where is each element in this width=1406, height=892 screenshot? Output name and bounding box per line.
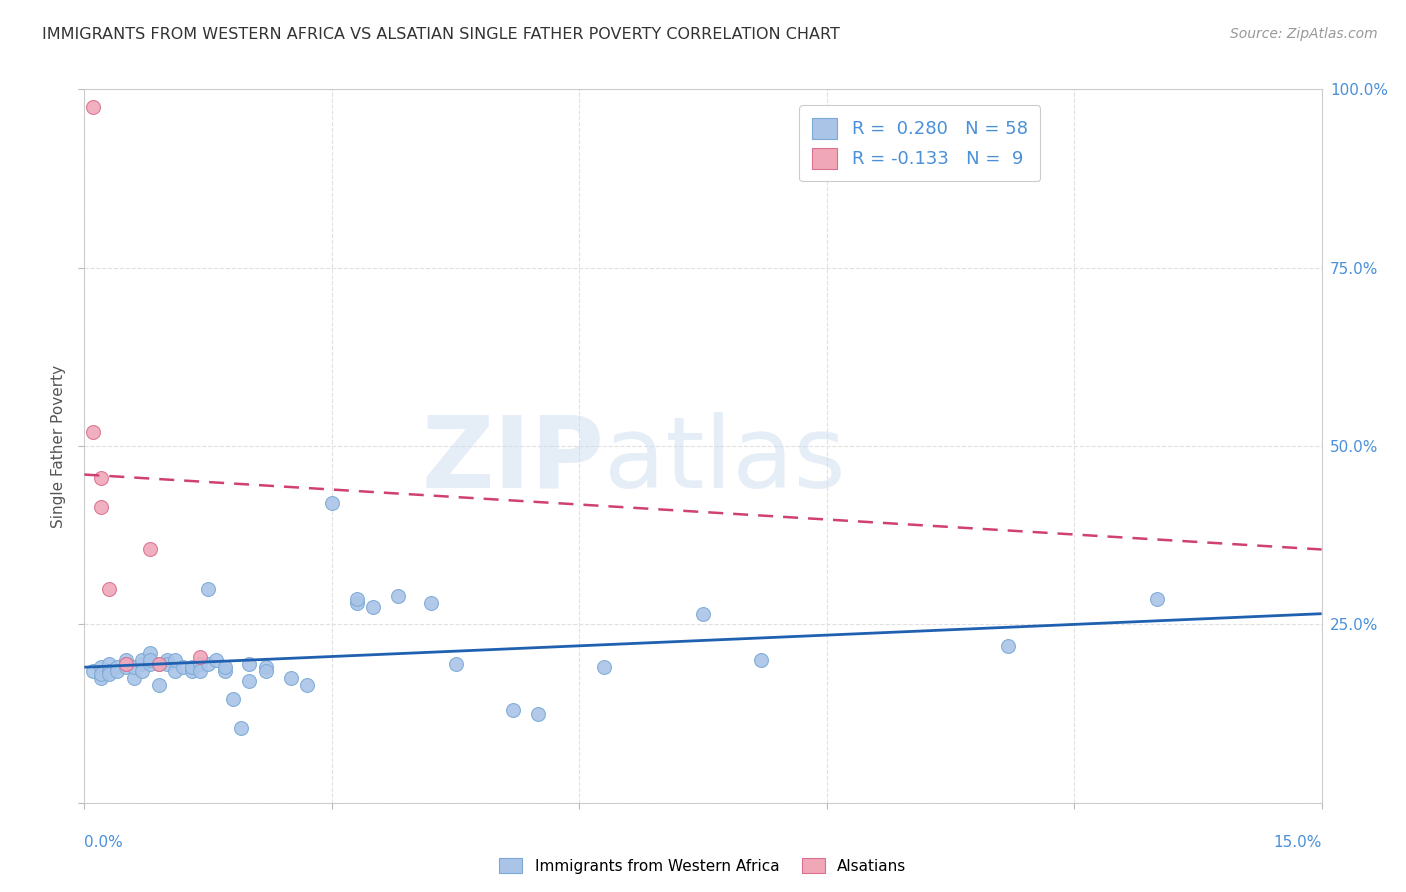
Point — [295, 678, 318, 692]
Legend: Immigrants from Western Africa, Alsatians: Immigrants from Western Africa, Alsatian… — [494, 852, 912, 880]
Point — [98, 667, 121, 681]
Point — [139, 542, 162, 557]
Point — [148, 657, 170, 671]
Point — [114, 657, 136, 671]
Point — [188, 649, 211, 664]
Point — [98, 657, 121, 671]
Point — [122, 671, 145, 685]
Point — [156, 653, 179, 667]
Point — [82, 100, 104, 114]
Point — [188, 664, 211, 678]
Point — [387, 589, 409, 603]
Point — [346, 592, 368, 607]
Point — [156, 657, 179, 671]
Point — [254, 660, 277, 674]
Point — [188, 657, 211, 671]
Point — [90, 500, 112, 514]
Point — [238, 674, 260, 689]
Point — [180, 664, 202, 678]
Point — [82, 425, 104, 439]
Point — [131, 653, 153, 667]
Point — [214, 660, 236, 674]
Point — [229, 721, 252, 735]
Text: ZIP: ZIP — [422, 412, 605, 508]
Point — [238, 657, 260, 671]
Point — [90, 471, 112, 485]
Point — [131, 657, 153, 671]
Point — [692, 607, 714, 621]
Point — [114, 660, 136, 674]
Legend: R =  0.280   N = 58, R = -0.133   N =  9: R = 0.280 N = 58, R = -0.133 N = 9 — [800, 105, 1040, 181]
Point — [997, 639, 1019, 653]
Point — [148, 678, 170, 692]
Point — [361, 599, 384, 614]
Point — [197, 657, 219, 671]
Point — [749, 653, 772, 667]
Y-axis label: Single Father Poverty: Single Father Poverty — [51, 365, 66, 527]
Point — [527, 706, 550, 721]
Point — [139, 653, 162, 667]
Point — [82, 664, 104, 678]
Point — [1146, 592, 1168, 607]
Point — [165, 653, 187, 667]
Point — [148, 657, 170, 671]
Point — [280, 671, 302, 685]
Point — [105, 660, 128, 674]
Point — [114, 657, 136, 671]
Point — [90, 671, 112, 685]
Text: atlas: atlas — [605, 412, 845, 508]
Point — [172, 660, 194, 674]
Point — [90, 667, 112, 681]
Point — [139, 646, 162, 660]
Point — [502, 703, 524, 717]
Point — [419, 596, 441, 610]
Point — [321, 496, 343, 510]
Point — [122, 660, 145, 674]
Point — [98, 664, 121, 678]
Point — [593, 660, 616, 674]
Point — [114, 653, 136, 667]
Point — [444, 657, 467, 671]
Text: 0.0%: 0.0% — [84, 835, 124, 850]
Point — [254, 664, 277, 678]
Point — [139, 657, 162, 671]
Point — [346, 596, 368, 610]
Point — [131, 664, 153, 678]
Text: 15.0%: 15.0% — [1274, 835, 1322, 850]
Point — [205, 653, 228, 667]
Text: Source: ZipAtlas.com: Source: ZipAtlas.com — [1230, 27, 1378, 41]
Point — [197, 582, 219, 596]
Text: IMMIGRANTS FROM WESTERN AFRICA VS ALSATIAN SINGLE FATHER POVERTY CORRELATION CHA: IMMIGRANTS FROM WESTERN AFRICA VS ALSATI… — [42, 27, 839, 42]
Point — [180, 660, 202, 674]
Point — [105, 664, 128, 678]
Point — [98, 582, 121, 596]
Point — [165, 664, 187, 678]
Point — [214, 664, 236, 678]
Point — [222, 692, 245, 706]
Point — [90, 660, 112, 674]
